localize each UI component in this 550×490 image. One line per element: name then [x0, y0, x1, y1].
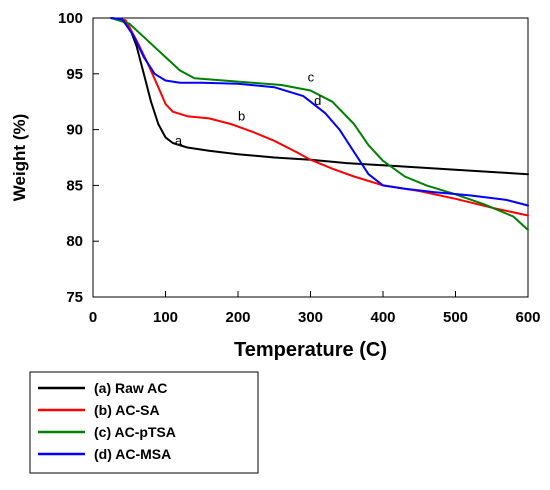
y-tick-label: 85 [66, 177, 83, 194]
x-tick-label: 300 [298, 309, 323, 326]
y-tick-label: 80 [66, 233, 83, 250]
legend-entry-b: (b) AC-SA [94, 402, 160, 418]
series-line-a [110, 17, 529, 176]
legend: (a) Raw AC (b) AC-SA (c) AC-pTSA (d) AC-MSA [29, 371, 259, 474]
x-tick-label: 600 [515, 309, 540, 326]
y-tick-label: 100 [58, 10, 83, 27]
x-tick-label: 200 [225, 309, 250, 326]
curve-label-a: a [175, 133, 183, 148]
x-tick-label: 0 [89, 309, 97, 326]
series-line-b [110, 17, 529, 217]
series-line-d [110, 17, 529, 207]
x-tick-label: 100 [153, 309, 178, 326]
y-tick-label: 90 [66, 122, 83, 139]
y-tick-label: 95 [66, 66, 83, 83]
y-tick-label: 75 [66, 289, 83, 306]
legend-entry-d: (d) AC-MSA [94, 446, 171, 462]
curve-label-d: d [314, 93, 321, 108]
x-axis-title: Temperature (C) [234, 339, 387, 361]
curve-label-c: c [308, 70, 315, 85]
series-line-c [110, 17, 529, 231]
curve-label-b: b [238, 109, 245, 124]
y-axis-title: Weight (%) [10, 114, 29, 202]
x-tick-label: 500 [443, 309, 468, 326]
plot-area-frame [92, 17, 529, 298]
legend-entry-c: (c) AC-pTSA [94, 424, 176, 440]
legend-entry-a: (a) Raw AC [94, 380, 167, 396]
x-tick-label: 400 [370, 309, 395, 326]
